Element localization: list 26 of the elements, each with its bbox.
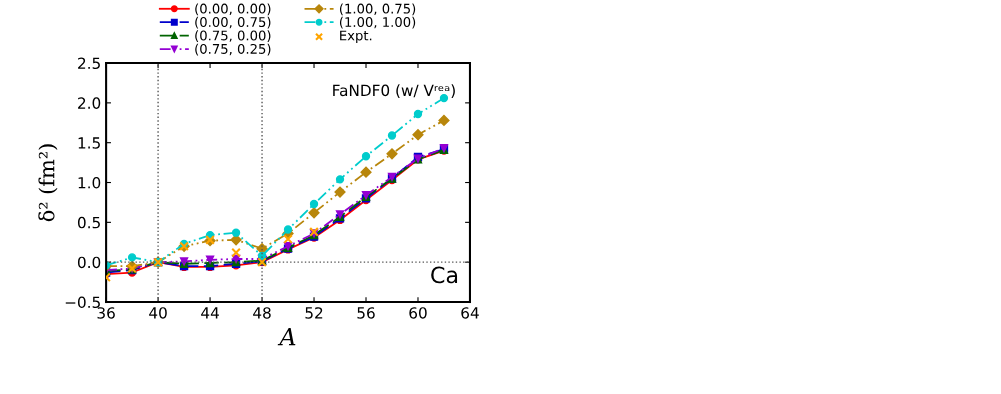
y-tick-label: 0.5 bbox=[77, 216, 100, 229]
y-tick-label: −0.5 bbox=[65, 296, 100, 309]
annotation: FaNDF0 (w/ Vʳᵉᵃ) bbox=[333, 84, 455, 98]
x-tick-label: 56 bbox=[357, 307, 375, 319]
x-tick-label: 44 bbox=[201, 307, 219, 319]
y-tick-label: 1.0 bbox=[78, 176, 101, 189]
x-tick-label: 52 bbox=[305, 307, 323, 319]
x-tick-label: 48 bbox=[253, 307, 271, 319]
legend-label: (1.00, 0.75) bbox=[339, 3, 416, 16]
y-axis-title: δ² (fm²) bbox=[38, 144, 58, 222]
x-tick-label: 60 bbox=[409, 307, 427, 319]
y-tick-label: 0.0 bbox=[77, 256, 101, 269]
y-tick-label: 2.5 bbox=[78, 57, 100, 70]
x-tick-label: 40 bbox=[149, 307, 167, 319]
y-tick-label: 1.5 bbox=[78, 137, 100, 149]
legend-label: (0.00, 0.00) bbox=[195, 3, 271, 16]
legend-label: (0.75, 0.00) bbox=[195, 30, 271, 43]
legend-label: Expt. bbox=[340, 30, 372, 44]
legend-label: (0.00, 0.75) bbox=[195, 16, 271, 29]
legend-label: (1.00, 1.00) bbox=[339, 16, 416, 29]
y-tick-label: 2.0 bbox=[78, 97, 101, 109]
x-axis-title: A bbox=[277, 327, 296, 346]
legend-label: (0.75, 0.25) bbox=[195, 43, 271, 56]
x-tick-label: 64 bbox=[461, 307, 479, 319]
annotation: Ca bbox=[431, 266, 458, 284]
x-tick-label: 36 bbox=[97, 307, 115, 319]
